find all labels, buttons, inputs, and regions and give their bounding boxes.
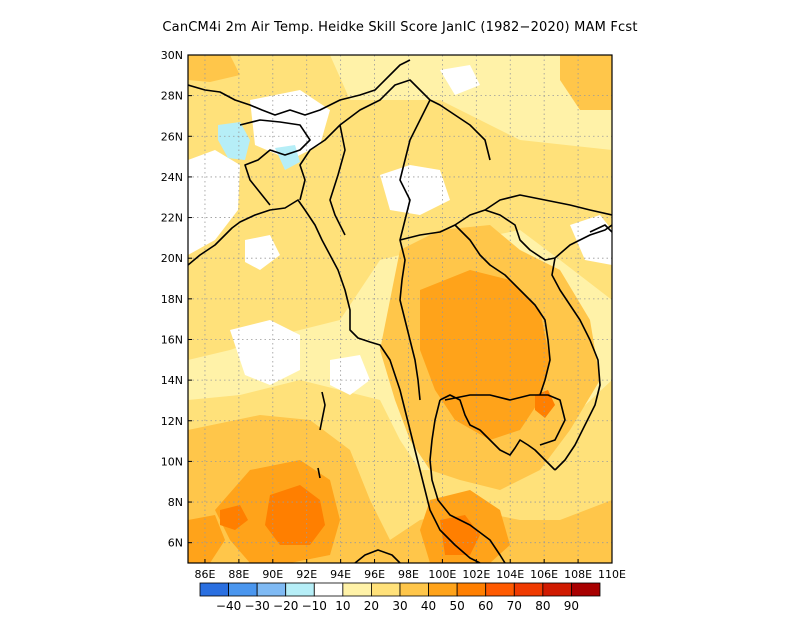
coastline	[354, 549, 401, 563]
field-region-60	[535, 390, 555, 418]
colorbar-label: 40	[421, 599, 436, 613]
field-region-10	[380, 165, 450, 215]
colorbar-swatch	[285, 582, 315, 597]
lat-tick-label: 8N	[168, 496, 183, 509]
colorbar-label: 80	[535, 599, 550, 613]
field-region-10	[330, 355, 370, 395]
skill-score-field	[188, 55, 612, 563]
colorbar-swatch	[485, 582, 515, 597]
colorbar-swatch	[199, 582, 229, 597]
lon-tick-label: 108E	[564, 568, 592, 581]
colorbar-label: 60	[478, 599, 493, 613]
colorbar-swatch	[456, 582, 487, 597]
lat-tick-label: 16N	[161, 333, 183, 346]
lat-tick-label: 10N	[161, 455, 183, 468]
border	[454, 224, 551, 396]
lon-tick-label: 92E	[296, 568, 317, 581]
field-region-50	[188, 515, 225, 563]
colorbar-label: 30	[392, 599, 407, 613]
border	[444, 394, 566, 446]
lon-tick-label: 88E	[228, 568, 249, 581]
lat-tick-label: 20N	[161, 252, 183, 265]
colorbar-label: −40	[216, 599, 241, 613]
colorbar-swatch	[313, 582, 344, 597]
border	[484, 194, 612, 216]
lon-tick-label: 102E	[462, 568, 490, 581]
colorbar-swatch	[542, 582, 572, 597]
colorbar-swatch	[428, 582, 458, 597]
coastline	[317, 467, 321, 479]
field-region-10	[230, 320, 300, 385]
lon-tick-label: 98E	[398, 568, 419, 581]
lon-tick-label: 96E	[364, 568, 385, 581]
map-grid	[188, 55, 612, 563]
field-region-neg10	[218, 122, 250, 160]
field-region-60	[220, 505, 248, 530]
coastline	[589, 224, 612, 233]
colorbar-swatch	[228, 582, 258, 597]
coastline	[429, 399, 506, 563]
colorbar-label: −10	[302, 599, 327, 613]
colorbar-label: 70	[507, 599, 522, 613]
colorbar-swatch	[399, 582, 429, 597]
lon-tick-label: 100E	[428, 568, 456, 581]
lat-tick-label: 14N	[161, 374, 183, 387]
colorbar-label: 90	[564, 599, 579, 613]
colorbar-swatch	[513, 582, 544, 597]
field-region-40	[560, 55, 612, 110]
field-region-10	[188, 150, 240, 255]
lon-tick-label: 106E	[530, 568, 558, 581]
border	[399, 99, 431, 401]
border	[188, 59, 411, 116]
lat-tick-label: 18N	[161, 293, 183, 306]
axis-tick-labels: 86E 88E 90E 92E 94E 96E 98E 100E 102E 104E 106E 108…	[161, 49, 626, 581]
coastline	[439, 394, 556, 471]
field-region-10	[440, 65, 480, 95]
coastline	[188, 199, 481, 563]
coastline	[319, 391, 326, 431]
colorbar-label: 10	[335, 599, 350, 613]
field-region-10	[250, 90, 330, 160]
map-frame	[187, 54, 613, 564]
colorbar-swatch	[256, 582, 287, 597]
colorbar-swatch	[342, 582, 372, 597]
map-title: CanCM4i 2m Air Temp. Heidke Skill Score …	[162, 20, 638, 35]
field-region-60	[265, 485, 325, 545]
lat-tick-label: 30N	[161, 49, 183, 62]
border	[399, 209, 556, 261]
lon-tick-label: 104E	[496, 568, 524, 581]
lat-tick-label: 6N	[168, 537, 183, 550]
lon-tick-label: 90E	[262, 568, 283, 581]
colorbar-label: 20	[364, 599, 379, 613]
colorbar-swatch	[571, 582, 601, 597]
colorbar-label: −30	[244, 599, 269, 613]
border	[299, 79, 431, 201]
lat-tick-label: 24N	[161, 171, 183, 184]
coastlines-borders	[188, 59, 612, 563]
border	[329, 124, 346, 236]
border	[429, 99, 491, 161]
border	[239, 119, 311, 206]
lon-tick-label: 86E	[194, 568, 215, 581]
colorbar-label: −20	[273, 599, 298, 613]
lat-tick-label: 28N	[161, 90, 183, 103]
lat-tick-label: 12N	[161, 415, 183, 428]
lat-tick-label: 22N	[161, 212, 183, 225]
lon-tick-label: 110E	[598, 568, 626, 581]
colorbar-label: 50	[450, 599, 465, 613]
colorbar: −40 −30 −20 −10 10 20 30 40 50 60 70 80 90	[199, 582, 601, 613]
lat-tick-label: 26N	[161, 130, 183, 143]
field-region-40	[188, 55, 240, 82]
coastline	[551, 224, 612, 471]
colorbar-swatch	[371, 582, 401, 597]
lon-tick-label: 94E	[330, 568, 351, 581]
field-region-10	[245, 235, 280, 270]
